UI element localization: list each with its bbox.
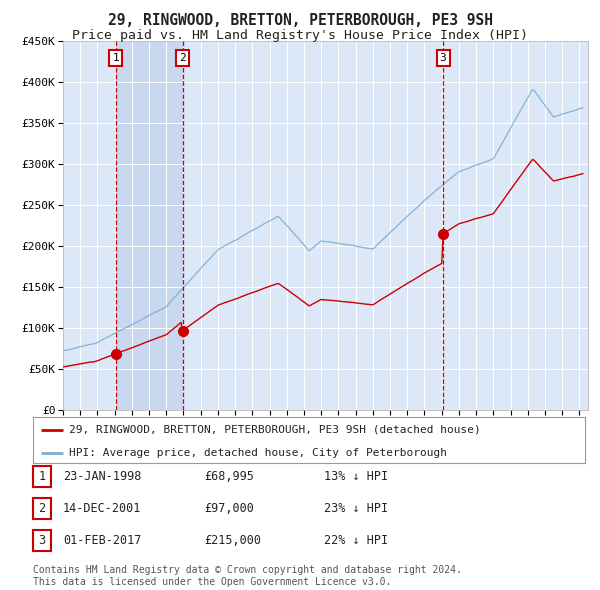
Text: 29, RINGWOOD, BRETTON, PETERBOROUGH, PE3 9SH (detached house): 29, RINGWOOD, BRETTON, PETERBOROUGH, PE3… <box>69 425 481 435</box>
Text: Contains HM Land Registry data © Crown copyright and database right 2024.
This d: Contains HM Land Registry data © Crown c… <box>33 565 462 587</box>
Text: 23-JAN-1998: 23-JAN-1998 <box>63 470 142 483</box>
Text: £97,000: £97,000 <box>204 502 254 515</box>
Text: 3: 3 <box>38 534 46 547</box>
Text: 1: 1 <box>112 53 119 63</box>
Text: 29, RINGWOOD, BRETTON, PETERBOROUGH, PE3 9SH: 29, RINGWOOD, BRETTON, PETERBOROUGH, PE3… <box>107 13 493 28</box>
Text: 13% ↓ HPI: 13% ↓ HPI <box>324 470 388 483</box>
Text: 2: 2 <box>38 502 46 515</box>
Text: 14-DEC-2001: 14-DEC-2001 <box>63 502 142 515</box>
Text: 01-FEB-2017: 01-FEB-2017 <box>63 534 142 547</box>
Text: 1: 1 <box>38 470 46 483</box>
Text: 22% ↓ HPI: 22% ↓ HPI <box>324 534 388 547</box>
Text: HPI: Average price, detached house, City of Peterborough: HPI: Average price, detached house, City… <box>69 448 447 458</box>
Text: £215,000: £215,000 <box>204 534 261 547</box>
Text: 3: 3 <box>440 53 446 63</box>
Text: 23% ↓ HPI: 23% ↓ HPI <box>324 502 388 515</box>
Text: £68,995: £68,995 <box>204 470 254 483</box>
Bar <box>116 41 182 410</box>
Text: Price paid vs. HM Land Registry's House Price Index (HPI): Price paid vs. HM Land Registry's House … <box>72 29 528 42</box>
Text: 2: 2 <box>179 53 186 63</box>
